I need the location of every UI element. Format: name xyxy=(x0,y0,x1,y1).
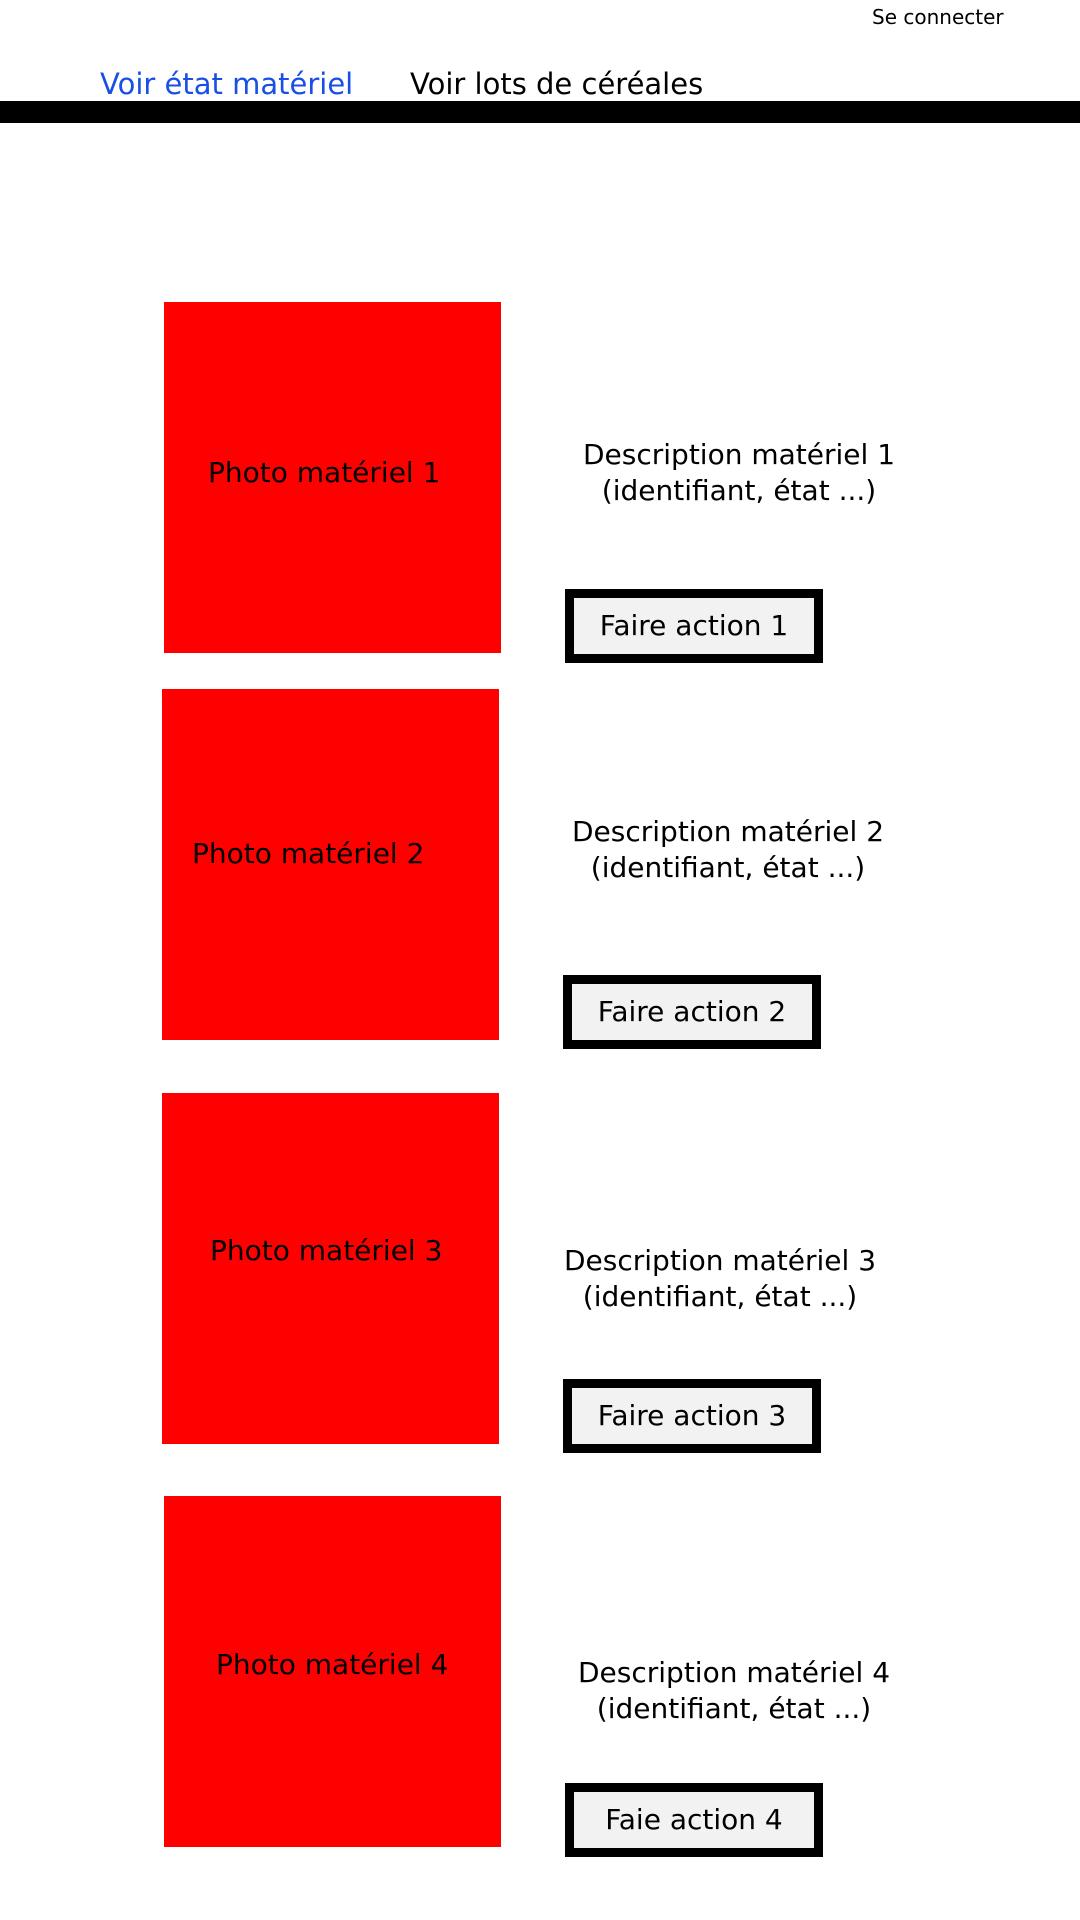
description-detail-2: (identifiant, état ...) xyxy=(590,851,866,884)
tab-voir-lots-cereales[interactable]: Voir lots de céréales xyxy=(410,67,704,101)
photo-materiel-3 xyxy=(162,1093,499,1444)
description-detail-3: (identifiant, état ...) xyxy=(582,1280,858,1313)
tab-voir-etat-materiel[interactable]: Voir état matériel xyxy=(100,67,354,101)
login-link[interactable]: Se connecter xyxy=(872,5,1004,29)
description-title-4: Description matériel 4 xyxy=(577,1656,891,1689)
description-title-2: Description matériel 2 xyxy=(571,815,885,848)
photo-label-2: Photo matériel 2 xyxy=(192,837,425,870)
description-detail-4: (identifiant, état ...) xyxy=(596,1692,872,1725)
description-title-1: Description matériel 1 xyxy=(582,438,896,471)
action-button-2[interactable]: Faire action 2 xyxy=(563,975,821,1049)
description-title-3: Description matériel 3 xyxy=(563,1244,877,1277)
nav-divider-bar xyxy=(0,101,1080,123)
photo-label-1: Photo matériel 1 xyxy=(208,456,441,489)
action-button-4[interactable]: Faie action 4 xyxy=(565,1783,823,1857)
photo-label-4: Photo matériel 4 xyxy=(216,1648,449,1681)
photo-materiel-1 xyxy=(164,302,501,653)
action-button-1[interactable]: Faire action 1 xyxy=(565,589,823,663)
photo-materiel-2 xyxy=(162,689,499,1040)
description-materiel-2: Description matériel 2 (identifiant, éta… xyxy=(518,814,938,886)
description-materiel-4: Description matériel 4 (identifiant, éta… xyxy=(524,1655,944,1727)
description-detail-1: (identifiant, état ...) xyxy=(601,474,877,507)
action-button-3[interactable]: Faire action 3 xyxy=(563,1379,821,1453)
description-materiel-1: Description matériel 1 (identifiant, éta… xyxy=(529,437,949,509)
description-materiel-3: Description matériel 3 (identifiant, éta… xyxy=(510,1243,930,1315)
photo-label-3: Photo matériel 3 xyxy=(210,1234,443,1267)
photo-materiel-4 xyxy=(164,1496,501,1847)
